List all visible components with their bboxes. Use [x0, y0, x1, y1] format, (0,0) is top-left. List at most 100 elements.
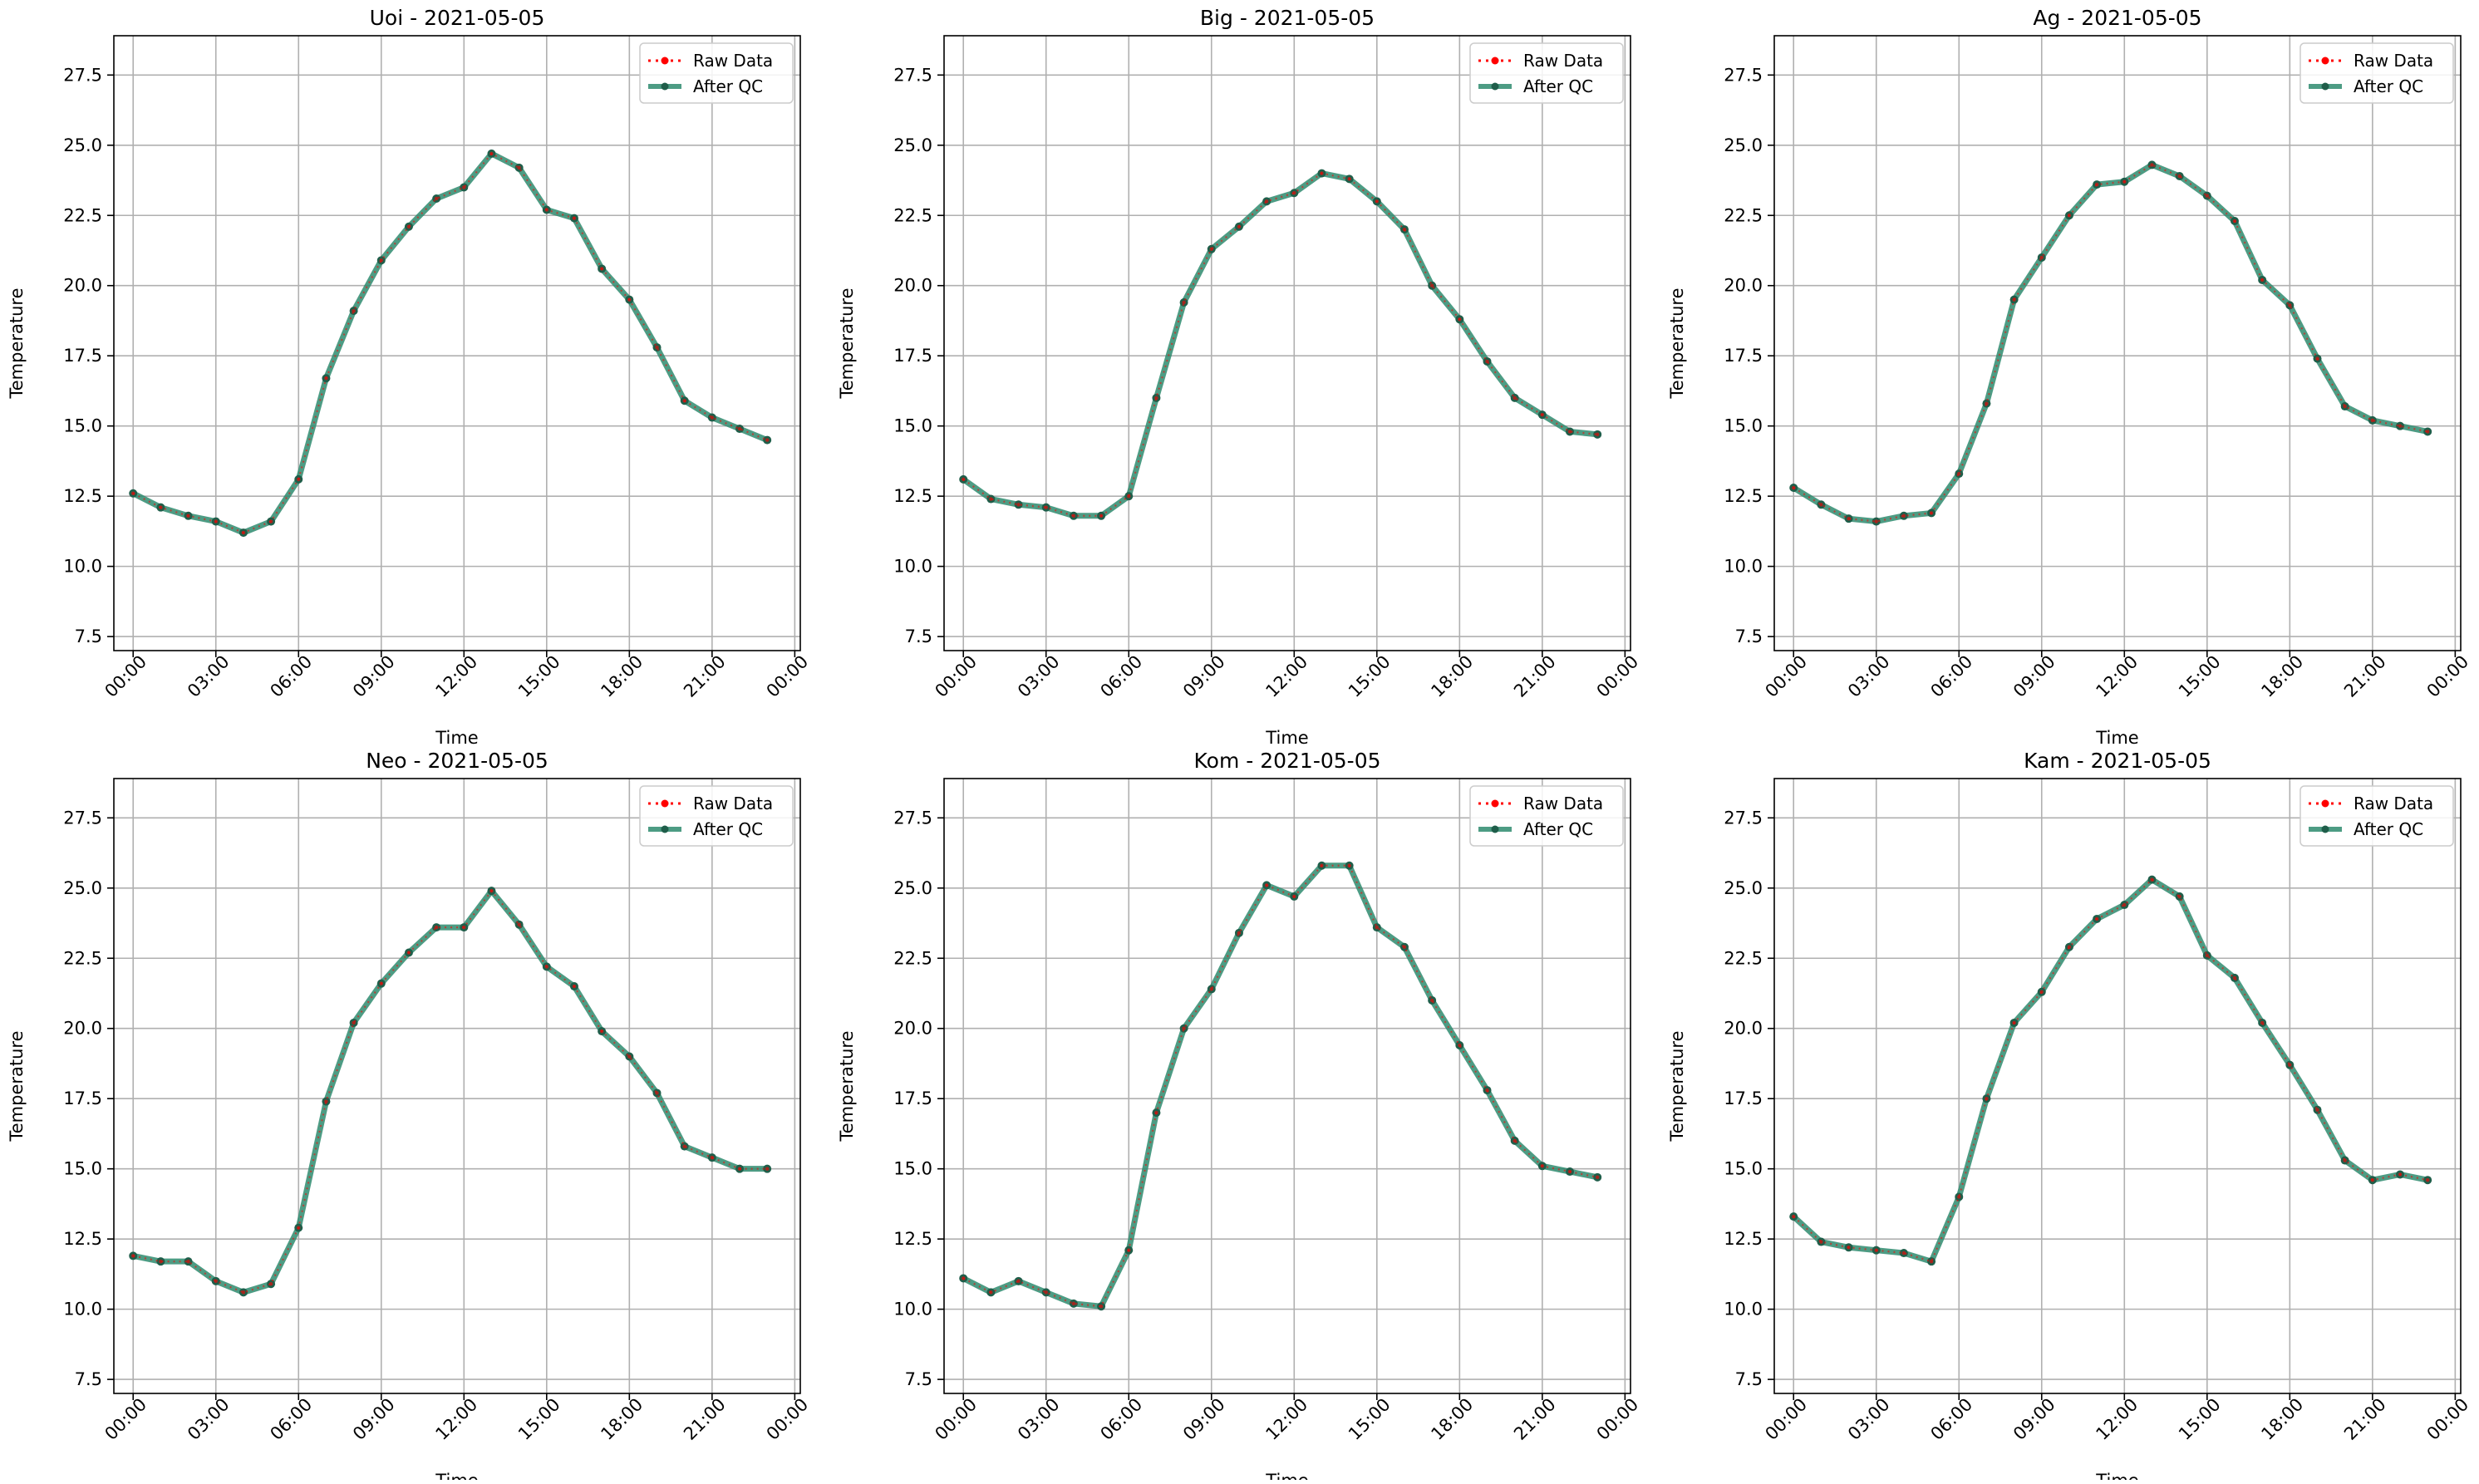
- x-tick-label: 09:00: [1179, 651, 1229, 701]
- x-tick-label: 03:00: [1844, 651, 1894, 701]
- x-tick-label: 21:00: [680, 1394, 730, 1444]
- y-tick-label: 10.0: [1724, 557, 1763, 577]
- x-tick-label: 03:00: [1844, 1394, 1894, 1444]
- y-tick-label: 27.5: [893, 65, 932, 85]
- x-tick-label: 00:00: [1593, 1394, 1643, 1444]
- raw-data-point: [1792, 485, 1796, 490]
- raw-data-point: [1099, 1305, 1104, 1309]
- y-tick-label: 7.5: [905, 627, 932, 646]
- raw-data-point: [1044, 1290, 1048, 1295]
- y-tick-label: 27.5: [1724, 65, 1763, 85]
- y-tick-label: 12.5: [893, 486, 932, 506]
- raw-data-point: [406, 224, 411, 228]
- legend-raw-marker: [2321, 57, 2329, 65]
- legend-raw-label: Raw Data: [693, 794, 773, 813]
- raw-data-point: [186, 514, 190, 518]
- y-tick-label: 22.5: [63, 205, 102, 225]
- x-tick-label: 00:00: [2423, 651, 2473, 701]
- y-tick-label: 20.0: [63, 276, 102, 296]
- axes-frame: [113, 35, 801, 651]
- legend-qc-label: After QC: [2354, 76, 2423, 96]
- series-line-raw-data: [1793, 164, 2428, 523]
- raw-data-point: [159, 505, 163, 509]
- raw-data-point: [159, 1259, 163, 1264]
- raw-data-point: [1512, 396, 1517, 400]
- y-tick-label: 17.5: [63, 346, 102, 366]
- raw-data-point: [710, 1155, 715, 1160]
- raw-data-point: [710, 415, 715, 420]
- raw-data-point: [1985, 1097, 1989, 1101]
- x-tick-label: 09:00: [2009, 1394, 2059, 1444]
- raw-data-point: [1512, 1138, 1517, 1143]
- raw-data-point: [1595, 1175, 1600, 1180]
- axes-frame: [1773, 778, 2462, 1394]
- raw-data-point: [517, 922, 521, 926]
- raw-data-point: [324, 1099, 328, 1103]
- raw-data-point: [2150, 877, 2154, 882]
- y-tick-label: 22.5: [893, 948, 932, 968]
- y-tick-label: 15.0: [893, 1159, 932, 1179]
- raw-data-point: [682, 399, 686, 403]
- raw-data-point: [1929, 511, 1934, 515]
- raw-data-point: [2039, 990, 2044, 995]
- axes-frame: [1773, 35, 2462, 651]
- x-tick-label: 12:00: [2092, 651, 2142, 701]
- raw-data-point: [462, 925, 466, 930]
- y-tick-label: 17.5: [893, 1088, 932, 1108]
- raw-data-point: [1985, 401, 1989, 405]
- raw-data-point: [1154, 1110, 1158, 1115]
- raw-data-point: [599, 1029, 604, 1034]
- x-tick-label: 15:00: [514, 1394, 564, 1444]
- chart-title: Big - 2021-05-05: [1200, 6, 1375, 30]
- x-tick-label: 15:00: [2175, 651, 2225, 701]
- y-tick-label: 12.5: [63, 1229, 102, 1249]
- y-tick-label: 7.5: [1735, 627, 1763, 646]
- y-tick-label: 10.0: [893, 1300, 932, 1319]
- raw-data-point: [2177, 894, 2181, 899]
- raw-data-point: [379, 258, 383, 263]
- x-axis-label: Time: [2095, 728, 2138, 748]
- raw-data-point: [462, 185, 466, 189]
- legend: Raw Data After QC: [639, 42, 794, 104]
- raw-data-point: [517, 165, 521, 170]
- raw-data-point: [1375, 199, 1380, 204]
- x-tick-label: 15:00: [514, 651, 564, 701]
- raw-data-point: [1819, 503, 1823, 507]
- raw-data-point: [1567, 1169, 1572, 1174]
- series-line-raw-data: [133, 889, 768, 1294]
- raw-data-point: [627, 297, 632, 302]
- raw-data-point: [1957, 471, 1961, 476]
- raw-data-point: [1375, 925, 1380, 930]
- raw-data-point: [2232, 219, 2237, 224]
- raw-data-point: [2260, 1020, 2265, 1025]
- legend-qc-label: After QC: [1523, 76, 1593, 96]
- y-tick-label: 25.0: [63, 135, 102, 155]
- raw-data-point: [352, 308, 356, 313]
- x-tick-label: 00:00: [763, 1394, 813, 1444]
- raw-data-point: [1929, 1259, 1934, 1264]
- raw-data-point: [2260, 278, 2265, 283]
- x-tick-label: 18:00: [2257, 1394, 2307, 1444]
- raw-data-point: [765, 438, 770, 442]
- raw-data-point: [434, 196, 439, 201]
- chart-title: Uoi - 2021-05-05: [370, 6, 545, 30]
- raw-data-point: [2067, 214, 2072, 218]
- subplot-6: 00:00 03:00 06:00 09:00 12:00 15:00 18:00 21:00…: [1667, 749, 2472, 1484]
- raw-data-point: [1320, 863, 1324, 867]
- raw-data-point: [2012, 1020, 2016, 1025]
- x-tick-label: 03:00: [184, 1394, 234, 1444]
- raw-data-point: [268, 1282, 273, 1286]
- raw-data-point: [1567, 430, 1572, 434]
- y-tick-label: 27.5: [1724, 808, 1763, 828]
- series-line-raw-data: [962, 864, 1598, 1308]
- y-axis-label: Temperature: [837, 1030, 857, 1142]
- raw-data-point: [2343, 404, 2347, 409]
- raw-data-point: [765, 1167, 770, 1171]
- raw-data-point: [1402, 945, 1407, 949]
- raw-data-point: [962, 1276, 966, 1280]
- raw-data-point: [737, 1167, 742, 1171]
- y-tick-label: 15.0: [1724, 416, 1763, 436]
- raw-data-point: [655, 345, 659, 350]
- x-tick-label: 18:00: [1427, 1394, 1477, 1444]
- x-tick-label: 12:00: [431, 1394, 481, 1444]
